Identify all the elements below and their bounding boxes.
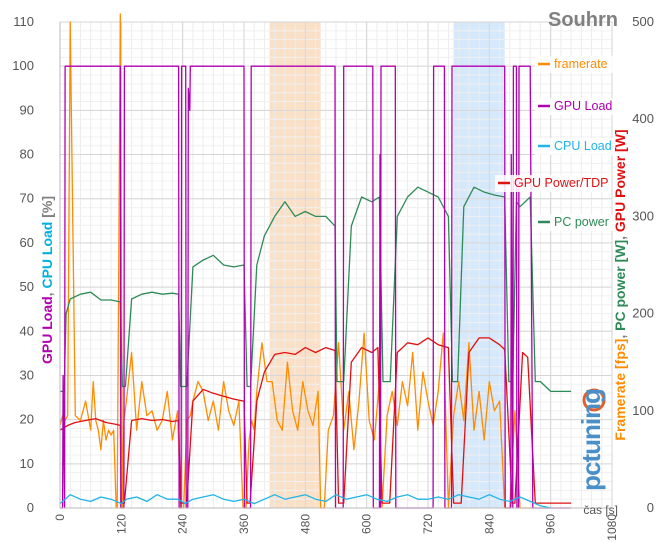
- series-line-cpu-load: [59, 494, 551, 509]
- legend: framerate GPU Load CPU Load GPU Power/TDP PC…: [495, 56, 622, 231]
- x-tick-label: 360: [237, 514, 251, 534]
- legend-label: GPU Load: [554, 99, 612, 113]
- series-line-pc-power: [60, 186, 572, 393]
- left-axis-ticks: 0 10 20 30 40 50 60 70 80 90 100 110: [12, 14, 34, 515]
- right-tick-label: 300: [632, 208, 654, 223]
- x-tick-label: 120: [114, 514, 128, 534]
- left-tick-label: 110: [13, 14, 34, 29]
- legend-item-gpu-load: GPU Load: [535, 98, 615, 115]
- x-tick-label: 0: [53, 514, 67, 521]
- left-tick-label: 70: [20, 191, 34, 206]
- legend-label: PC power: [554, 215, 609, 229]
- svg-text:pctuning: pctuning: [576, 389, 606, 491]
- legend-item-pc-power: PC power: [535, 214, 615, 231]
- right-axis-title: Framerate [fps], PC power [W], GPU Power…: [612, 129, 628, 440]
- x-unit-label: čas [s]: [583, 503, 618, 517]
- legend-item-gpu-power-tdp: GPU Power/TDP: [495, 175, 611, 192]
- series-line-gpu-power-tdp: [59, 337, 572, 504]
- right-tick-label: 500: [632, 14, 654, 29]
- left-axis-title: GPU Load, CPU Load [%]: [39, 196, 55, 364]
- left-tick-label: 90: [20, 102, 34, 117]
- x-axis-ticks: 0 120 240 360 480 600 720 840 960 1080: [53, 514, 619, 541]
- left-tick-label: 100: [12, 58, 34, 73]
- legend-label: CPU Load: [554, 139, 612, 153]
- chart-title: Souhrn: [548, 9, 618, 31]
- legend-label: framerate: [554, 57, 608, 71]
- pctuning-logo: pctuning: [576, 388, 606, 491]
- plot-frame: [59, 22, 612, 509]
- right-tick-label: 0: [647, 500, 654, 515]
- x-tick-label: 720: [421, 514, 435, 534]
- right-axis-ticks: 0 100 200 300 400 500: [632, 14, 654, 515]
- left-tick-label: 10: [20, 456, 34, 471]
- x-tick-label: 600: [360, 514, 374, 534]
- right-tick-label: 200: [632, 306, 654, 321]
- x-tick-label: 840: [482, 514, 496, 534]
- x-tick-label: 240: [176, 514, 190, 534]
- left-tick-label: 40: [20, 323, 34, 338]
- legend-item-framerate: framerate: [535, 56, 622, 73]
- left-tick-label: 50: [20, 279, 34, 294]
- right-tick-label: 400: [632, 111, 654, 126]
- x-tick-label: 480: [298, 514, 312, 534]
- x-tick-label: 960: [544, 514, 558, 534]
- legend-item-cpu-load: CPU Load: [535, 138, 615, 155]
- left-tick-label: 60: [20, 235, 34, 250]
- x-tick-label: 1080: [605, 514, 619, 541]
- legend-label: GPU Power/TDP: [514, 176, 608, 190]
- left-tick-label: 30: [20, 367, 34, 382]
- left-tick-label: 80: [20, 147, 34, 162]
- left-tick-label: 20: [20, 412, 34, 427]
- left-tick-label: 0: [27, 500, 34, 515]
- right-tick-label: 100: [632, 403, 654, 418]
